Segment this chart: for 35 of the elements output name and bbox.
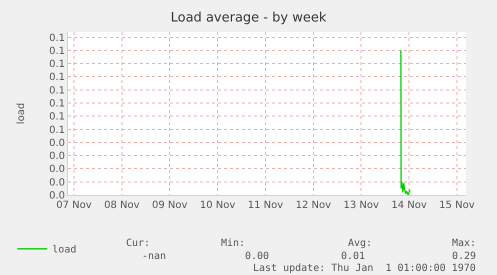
y-tick-label: 0.0 bbox=[49, 164, 65, 176]
y-tick-label: 0.1 bbox=[49, 124, 65, 136]
y-tick-label: 0.1 bbox=[49, 72, 65, 84]
x-tick-label: 08 Nov bbox=[104, 200, 140, 211]
line-series bbox=[400, 50, 411, 195]
x-tick-label: 07 Nov bbox=[56, 200, 92, 211]
text: 0.00 bbox=[245, 251, 270, 262]
x-tick-label: 13 Nov bbox=[343, 200, 379, 211]
x-tick-label: 10 Nov bbox=[200, 200, 236, 211]
x-tick-label: 09 Nov bbox=[152, 200, 188, 211]
x-tick-label: 15 Nov bbox=[439, 200, 475, 211]
legend-label: load bbox=[52, 244, 76, 256]
y-tick-label: 0.0 bbox=[49, 138, 65, 149]
text: 0.01 bbox=[341, 251, 366, 262]
chart-title: Load average - by week bbox=[170, 10, 327, 26]
y-axis-title: load bbox=[16, 102, 28, 124]
text: Avg: bbox=[348, 238, 372, 249]
text: Last update: Thu Jan 1 01:00:00 1970 bbox=[253, 263, 476, 274]
text: Min: bbox=[221, 238, 246, 249]
y-tick-label: 0.0 bbox=[49, 190, 65, 202]
y-tick-label: 0.1 bbox=[49, 112, 65, 123]
text: Cur: bbox=[126, 238, 150, 249]
x-tick-label: 11 Nov bbox=[248, 200, 284, 211]
x-tick-label: 12 Nov bbox=[296, 200, 332, 211]
x-tick-label: 14 Nov bbox=[391, 200, 427, 211]
text: -nan bbox=[142, 251, 166, 262]
y-tick-label: 0.1 bbox=[49, 59, 65, 70]
y-tick-label: 0.1 bbox=[49, 32, 65, 44]
y-tick-label: 0.1 bbox=[49, 85, 65, 96]
y-tick-label: 0.1 bbox=[49, 46, 65, 57]
y-tick-label: 0.1 bbox=[49, 98, 65, 110]
text: 0.29 bbox=[452, 251, 476, 262]
text: Max: bbox=[452, 238, 476, 249]
y-tick-label: 0.0 bbox=[49, 151, 65, 162]
y-tick-label: 0.0 bbox=[49, 177, 65, 188]
